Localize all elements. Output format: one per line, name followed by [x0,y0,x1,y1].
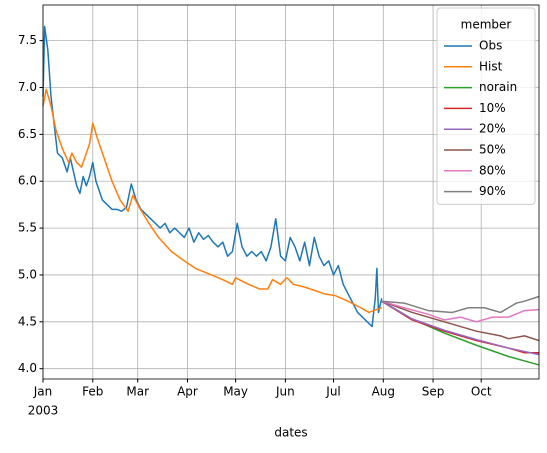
y-tick-label: 7.5 [18,33,37,47]
legend-label: 10% [479,101,506,115]
legend-box [436,7,536,205]
legend-label: 80% [479,163,506,177]
series-line [381,295,540,314]
x-tick-label: Feb [82,385,103,399]
y-tick-label: 4.0 [18,361,37,375]
series-line [42,88,382,314]
y-tick-label: 5.5 [18,221,37,235]
series-line [381,300,539,354]
x-tick-label: May [223,385,248,399]
x-axis-label: dates [274,426,307,440]
x-tick-label: Sep [422,385,445,399]
x-tick-label: Jun [275,385,295,399]
x-tick-label: Mar [126,385,149,399]
legend-label: Obs [479,39,502,53]
y-tick-label: 6.5 [18,127,37,141]
series-line [381,300,540,342]
x-tick-label: Aug [372,385,395,399]
x-tick-label: Jan [33,385,53,399]
y-tick-label: 5.0 [18,267,37,281]
y-tick-label: 6.0 [18,174,37,188]
y-tick-label: 4.5 [18,314,37,328]
y-tick-label: 7.0 [18,80,37,94]
x-tick-year: 2003 [28,404,59,418]
legend-label: 50% [479,143,506,157]
x-tick-label: Jul [325,385,340,399]
series-line [381,300,540,323]
legend-title: member [461,18,512,32]
x-tick-label: Apr [177,385,198,399]
legend-label: 20% [479,122,506,136]
plot-frame [42,4,540,380]
legend-label: Hist [479,59,503,73]
legend-label: norain [479,80,517,94]
series-line [42,25,383,328]
x-tick-label: Oct [471,385,492,399]
legend-label: 90% [479,184,506,198]
series-line [381,300,540,356]
